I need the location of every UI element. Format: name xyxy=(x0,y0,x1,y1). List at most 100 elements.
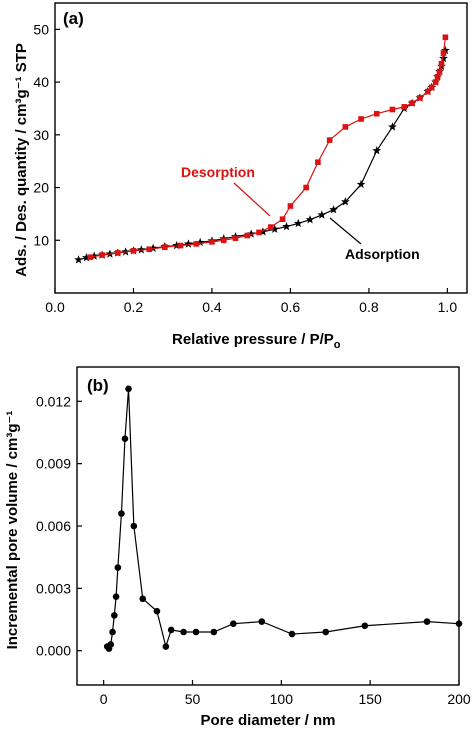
series-line-desorption xyxy=(90,37,447,258)
panel-a-isotherm: 0.0 0.2 0.4 0.6 0.8 1.0 10 20 30 40 50 (a) Desorpt… xyxy=(13,2,468,351)
data-point xyxy=(373,110,380,117)
annotation-arrow-adsorption xyxy=(329,217,362,245)
y-tick-label: 0.012 xyxy=(36,393,71,409)
data-point xyxy=(401,104,408,110)
annotation-adsorption: Adsorption xyxy=(345,246,420,262)
data-point xyxy=(287,203,294,209)
y-tick-label: 30 xyxy=(33,127,49,143)
data-point xyxy=(409,100,415,106)
data-point xyxy=(428,84,435,91)
data-point xyxy=(439,53,448,63)
data-point xyxy=(130,522,138,530)
data-point xyxy=(114,564,122,571)
x-tick-label: 150 xyxy=(358,691,382,707)
data-point xyxy=(356,179,366,189)
data-point xyxy=(177,242,184,249)
x-tick-label: 0.6 xyxy=(281,299,301,315)
x-axis-title-b: Pore diameter / nm xyxy=(200,712,335,729)
series-group-b xyxy=(103,385,463,652)
data-point xyxy=(317,210,327,219)
annotation-arrow-desorption xyxy=(233,182,271,217)
data-point xyxy=(162,643,170,650)
data-point xyxy=(82,253,91,262)
data-point xyxy=(424,88,431,95)
x-tick-label: 0 xyxy=(100,691,108,707)
data-point xyxy=(342,124,349,130)
y-tick-label: 0.009 xyxy=(36,456,71,472)
data-point xyxy=(388,122,397,131)
data-point xyxy=(210,628,218,636)
data-point xyxy=(148,243,158,252)
data-point xyxy=(372,146,382,155)
data-point xyxy=(258,227,268,236)
data-point xyxy=(246,229,256,238)
data-point xyxy=(340,197,350,206)
data-point xyxy=(118,510,125,517)
data-point xyxy=(146,246,152,253)
data-point xyxy=(107,641,115,648)
data-point xyxy=(99,252,105,258)
x-tick-label: 50 xyxy=(185,691,201,707)
data-point xyxy=(423,618,431,625)
y-tick-label: 20 xyxy=(33,180,49,196)
data-point xyxy=(192,628,200,636)
x-tick-label: 0.0 xyxy=(45,299,65,315)
data-point xyxy=(89,251,99,260)
data-point xyxy=(305,215,315,224)
data-point xyxy=(230,620,237,627)
x-tick-label: 200 xyxy=(447,691,471,707)
y-axis-title-b: Incremental pore volume / cm³g⁻¹ xyxy=(4,411,21,650)
data-point xyxy=(361,622,369,630)
data-point xyxy=(329,205,338,214)
data-point xyxy=(441,45,450,55)
plot-frame-a xyxy=(54,2,468,294)
x-tick-label: 1.0 xyxy=(438,299,458,315)
data-point xyxy=(180,628,187,636)
y-tick-label: 0.000 xyxy=(36,643,71,659)
data-point xyxy=(322,628,330,636)
data-point xyxy=(315,159,321,166)
y-tick-label: 40 xyxy=(33,74,49,90)
series-group-a xyxy=(74,34,450,264)
data-point xyxy=(434,74,441,80)
data-point xyxy=(162,244,168,250)
data-point xyxy=(193,241,200,247)
y-tick-label: 0.003 xyxy=(36,580,71,596)
data-point xyxy=(436,68,443,75)
panel-label-a: (a) xyxy=(63,9,84,28)
x-tick-label: 0.2 xyxy=(124,299,144,315)
x-tick-label: 100 xyxy=(270,691,294,707)
data-point xyxy=(111,612,118,619)
axis-ticks-b: 0 50 100 150 200 0.000 0.003 0.006 0.009 0.012 xyxy=(36,393,471,707)
series-line-adsorption xyxy=(78,50,447,261)
data-point xyxy=(282,221,291,231)
data-point xyxy=(139,595,147,603)
data-point xyxy=(87,254,94,260)
data-point xyxy=(358,116,364,122)
data-point xyxy=(293,218,303,228)
y-tick-label: 0.006 xyxy=(36,518,71,534)
data-point xyxy=(279,216,286,222)
data-point xyxy=(268,224,274,230)
data-point xyxy=(303,184,309,191)
data-point xyxy=(270,224,280,233)
x-tick-label: 0.8 xyxy=(359,299,379,315)
axis-ticks-a: 0.0 0.2 0.4 0.6 0.8 1.0 10 20 30 40 50 xyxy=(33,21,457,315)
data-point xyxy=(112,593,120,600)
data-point xyxy=(432,79,439,85)
data-point xyxy=(184,239,193,248)
y-tick-label: 10 xyxy=(33,232,49,248)
y-tick-label: 50 xyxy=(33,21,49,37)
data-point xyxy=(109,628,116,636)
data-point xyxy=(153,607,161,615)
annotation-desorption: Desorption xyxy=(181,164,255,180)
data-point xyxy=(220,237,227,244)
series-line-series-0 xyxy=(106,388,460,650)
data-point xyxy=(167,626,175,634)
data-point xyxy=(288,630,296,638)
data-point xyxy=(440,50,447,56)
data-point xyxy=(417,95,423,101)
data-point xyxy=(389,106,396,113)
data-point xyxy=(172,240,182,250)
